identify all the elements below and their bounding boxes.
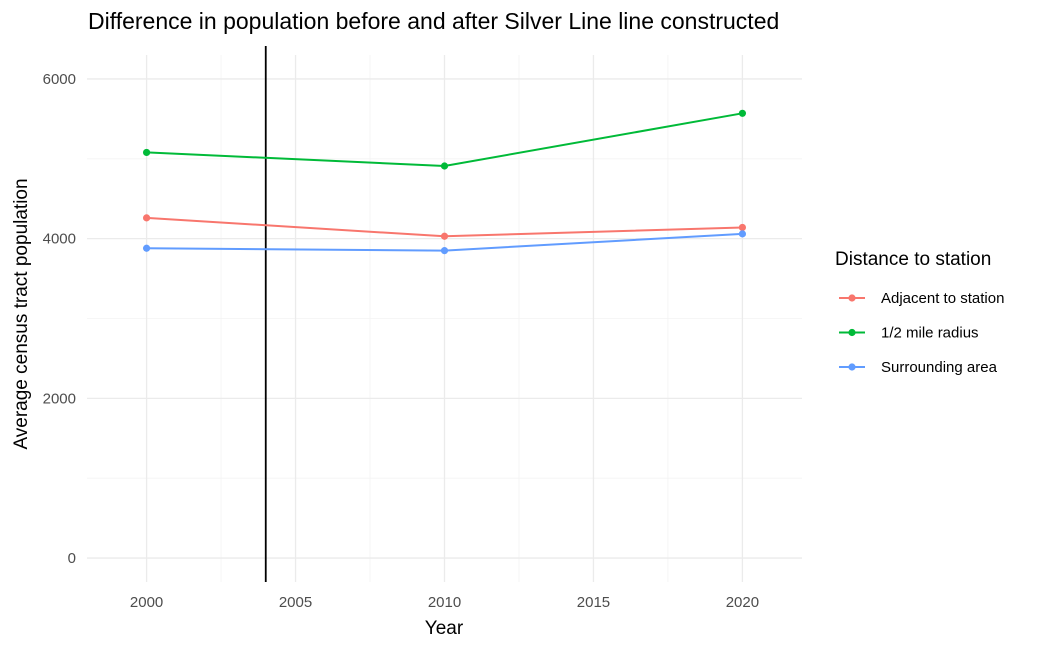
y-tick-label: 6000 — [43, 71, 76, 88]
data-point — [142, 214, 151, 222]
legend-label: Surrounding area — [881, 359, 998, 376]
x-axis-ticks: 2000 2005 2010 2015 2020 — [130, 594, 759, 611]
legend-label: 1/2 mile radius — [881, 325, 979, 342]
data-point — [142, 148, 151, 157]
data-point — [738, 223, 747, 232]
legend-key-point — [848, 328, 856, 337]
y-tick-label: 0 — [68, 550, 76, 567]
data-point — [142, 244, 151, 252]
x-tick-label: 2000 — [130, 594, 163, 611]
y-tick-label: 2000 — [43, 390, 76, 407]
data-point — [440, 247, 449, 255]
data-point — [440, 232, 449, 240]
x-tick-label: 2005 — [279, 594, 312, 611]
data-point — [440, 162, 449, 170]
x-tick-label: 2015 — [577, 594, 610, 611]
x-tick-label: 2020 — [726, 594, 759, 611]
y-axis-ticks: 0 2000 4000 6000 — [43, 71, 76, 567]
x-tick-label: 2010 — [428, 594, 461, 611]
series-layer — [142, 109, 747, 255]
y-tick-label: 4000 — [43, 231, 76, 248]
x-axis-title: Year — [425, 618, 464, 639]
legend-key-point — [848, 363, 856, 371]
data-point — [738, 109, 747, 117]
legend-title: Distance to station — [835, 249, 991, 270]
data-point — [738, 230, 747, 238]
grid — [87, 55, 802, 582]
chart-title: Difference in population before and afte… — [88, 8, 779, 34]
legend-key-point — [848, 294, 856, 302]
legend-label: Adjacent to station — [881, 290, 1004, 307]
legend: Adjacent to station 1/2 mile radius Surrou… — [839, 290, 1004, 376]
y-axis-title: Average census tract population — [11, 178, 32, 449]
